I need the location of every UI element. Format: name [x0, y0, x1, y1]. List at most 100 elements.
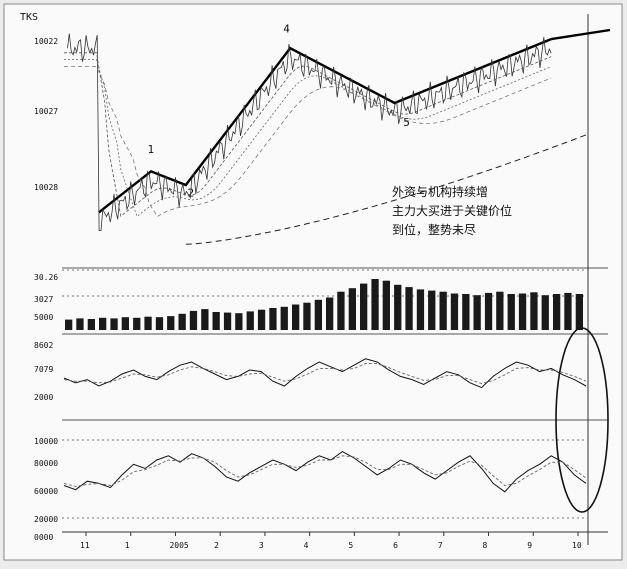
x-tick-label: 10: [572, 541, 582, 550]
x-tick-label: 6: [393, 541, 398, 550]
volume-bar: [201, 309, 209, 330]
y-tick-label: 10027: [34, 107, 58, 116]
volume-bar: [530, 292, 538, 330]
volume-bar: [121, 317, 129, 330]
y-tick-label: 60000: [34, 487, 58, 496]
indicator1-y-ticks: 8602 7079 2000: [34, 341, 53, 402]
x-axis-ticks: 11 1 2005 2 3 4 5 6 7 8 9 10: [80, 532, 582, 550]
volume-bar: [133, 317, 141, 330]
y-tick-label: 10022: [34, 37, 58, 46]
volume-bar: [507, 294, 515, 330]
price-trace: [67, 33, 552, 232]
volume-bar: [76, 318, 84, 330]
volume-bar: [439, 291, 447, 330]
x-tick-label: 3: [259, 541, 264, 550]
indicator2-panel: [63, 451, 587, 493]
y-tick-label: 2000: [34, 393, 53, 402]
indicator1-panel: [63, 358, 587, 389]
volume-bar: [99, 317, 107, 330]
volume-bar: [257, 309, 266, 330]
annotation-line-3: 到位，整势未尽: [392, 222, 476, 237]
y-tick-label: 20000: [34, 515, 58, 524]
volume-bar: [564, 292, 572, 330]
volume-bar: [348, 288, 356, 330]
volume-bar: [314, 299, 322, 330]
volume-bar: [235, 313, 243, 330]
volume-bar: [541, 295, 549, 330]
volume-bar: [189, 310, 198, 330]
price-y-ticks: 10022 10027 10028: [34, 37, 58, 192]
volume-bar: [428, 290, 436, 330]
volume-bar: [178, 313, 186, 330]
x-tick-label: 11: [80, 541, 90, 550]
volume-bar: [371, 279, 379, 330]
long-term-average: [185, 134, 587, 245]
volume-bar: [337, 291, 345, 330]
y-tick-label: 80000: [34, 459, 58, 468]
volume-bar: [269, 308, 277, 330]
y-tick-label: 10028: [34, 183, 58, 192]
indicator2-y-ticks: 10000 80000 60000 20000 0000: [34, 437, 58, 542]
annotation-line-1: 外资与机构持续增: [392, 184, 488, 199]
volume-bar: [575, 294, 583, 330]
x-tick-label: 5: [348, 541, 353, 550]
y-tick-label: 30.26: [34, 273, 58, 282]
x-tick-label: 2: [214, 541, 219, 550]
wave-label: 4: [283, 22, 290, 35]
indicator-line: [63, 363, 587, 385]
y-tick-label: 3027: [34, 295, 53, 304]
y-tick-label: 10000: [34, 437, 58, 446]
moving-average-line: [64, 52, 552, 217]
moving-average-line: [64, 66, 552, 218]
volume-bar: [518, 293, 527, 330]
volume-bar: [65, 319, 73, 330]
y-tick-label: 5000: [34, 313, 53, 322]
annotation-line-2: 主力大买进于关键价位: [392, 203, 512, 218]
x-tick-label: 4: [304, 541, 309, 550]
chart-frame: [3, 3, 623, 561]
volume-bar: [144, 316, 152, 330]
volume-bar: [394, 284, 402, 330]
volume-panel: [65, 279, 583, 330]
x-tick-label: 2005: [169, 541, 188, 550]
volume-bar: [110, 318, 118, 330]
volume-bar: [155, 317, 164, 330]
volume-y-ticks: 30.26 3027 5000: [34, 273, 58, 322]
annotation-block: 外资与机构持续增 主力大买进于关键价位 到位，整势未尽: [392, 184, 512, 237]
x-tick-label: 1: [125, 541, 130, 550]
volume-bar: [292, 304, 300, 330]
volume-bar: [167, 316, 175, 330]
indicator-line: [63, 455, 587, 487]
indicator-line: [63, 358, 587, 389]
volume-bar: [484, 292, 493, 330]
price-panel-label: TKS: [20, 12, 38, 23]
wave-extension: [551, 28, 611, 41]
volume-bar: [280, 306, 288, 330]
y-tick-label: 0000: [34, 533, 53, 542]
volume-bar: [246, 311, 254, 330]
volume-bar: [326, 297, 334, 330]
volume-bar: [382, 280, 390, 330]
volume-bar: [462, 294, 470, 330]
volume-bar: [405, 287, 413, 330]
x-tick-label: 8: [483, 541, 488, 550]
volume-bar: [416, 289, 425, 330]
volume-bar: [450, 293, 459, 330]
x-tick-label: 9: [527, 541, 532, 550]
volume-bar: [360, 283, 368, 330]
volume-bar: [223, 312, 232, 330]
volume-bar: [553, 294, 561, 330]
y-tick-label: 7079: [34, 365, 53, 374]
x-tick-label: 7: [438, 541, 443, 550]
volume-bar: [473, 295, 481, 330]
wave-label: 1: [148, 143, 155, 156]
volume-bar: [496, 291, 504, 330]
volume-bar: [212, 312, 220, 330]
volume-bar: [303, 302, 311, 330]
wave-label: 5: [403, 116, 410, 129]
y-tick-label: 8602: [34, 341, 53, 350]
volume-bar: [87, 319, 95, 330]
